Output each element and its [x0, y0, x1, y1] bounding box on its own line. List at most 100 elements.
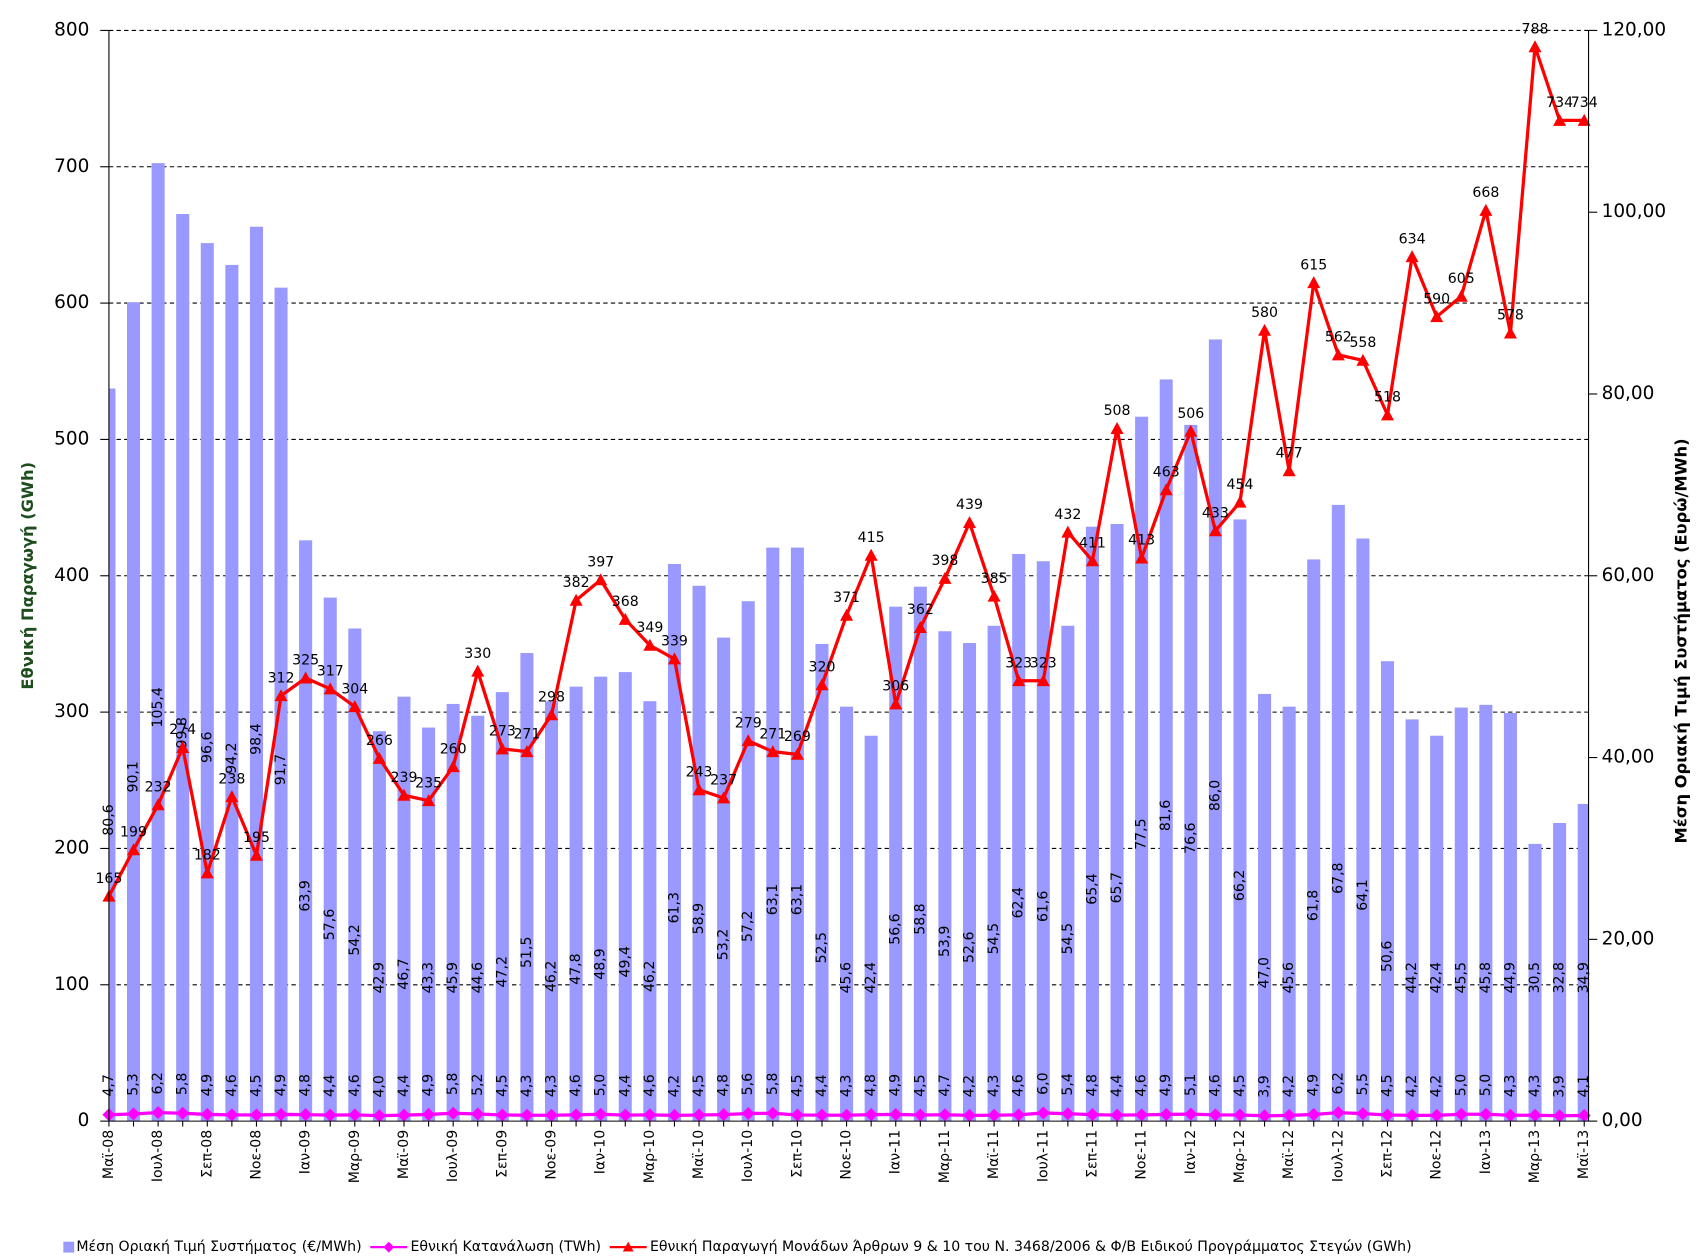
x-tick-label: Νοε-09 — [544, 1130, 560, 1180]
marker — [200, 866, 214, 879]
bar — [790, 547, 804, 1122]
point-value-label: 4,8 — [1084, 1074, 1100, 1096]
bar-value-label: 54,2 — [347, 924, 363, 955]
point-value-label: 5,5 — [1355, 1073, 1371, 1095]
point-value-label: 269 — [784, 729, 811, 745]
bar-value-label: 61,6 — [1035, 891, 1051, 922]
point-value-label: 4,6 — [1134, 1074, 1150, 1096]
point-value-label: 4,3 — [986, 1075, 1002, 1097]
bar — [864, 735, 878, 1122]
marker — [1159, 483, 1173, 496]
point-value-label: 4,3 — [1527, 1075, 1543, 1097]
marker — [1479, 203, 1493, 216]
point-value-label: 312 — [268, 670, 295, 686]
point-value-label: 432 — [1054, 507, 1081, 523]
bar — [569, 686, 583, 1122]
bar-value-label: 45,9 — [445, 962, 461, 993]
marker — [643, 638, 657, 651]
marker — [741, 1106, 755, 1121]
bar-value-label: 81,6 — [1158, 800, 1174, 831]
point-value-label: 4,6 — [347, 1074, 363, 1096]
point-value-label: 5,3 — [126, 1073, 142, 1095]
bar-value-label: 58,9 — [691, 903, 707, 934]
point-value-label: 4,5 — [494, 1074, 510, 1096]
marker — [225, 1108, 239, 1122]
point-value-label: 4,8 — [863, 1074, 879, 1096]
marker — [1184, 424, 1198, 437]
point-value-label: 4,0 — [371, 1075, 387, 1097]
x-tick-label: Ιουλ-09 — [445, 1130, 461, 1182]
point-value-label: 518 — [1374, 390, 1401, 406]
marker — [1380, 408, 1395, 421]
bar — [471, 715, 485, 1122]
marker — [274, 1107, 288, 1121]
point-value-label: 4,6 — [568, 1074, 584, 1096]
marker — [962, 516, 977, 529]
bar-value-label: 42,4 — [863, 962, 879, 993]
marker — [1036, 674, 1050, 687]
point-value-label: 235 — [415, 775, 442, 791]
marker — [348, 700, 362, 713]
y-tick-label: 400 — [54, 565, 89, 586]
y-tick-label: 600 — [54, 292, 89, 313]
point-value-label: 5,4 — [1060, 1073, 1076, 1095]
marker — [1184, 1107, 1198, 1121]
bar — [249, 226, 263, 1122]
marker — [889, 697, 903, 710]
bar-value-label: 63,1 — [765, 884, 781, 915]
marker — [790, 747, 804, 760]
point-value-label: 4,9 — [199, 1074, 215, 1096]
bar-value-label: 61,8 — [1306, 890, 1322, 921]
point-value-label: 339 — [661, 634, 688, 650]
bar — [1135, 416, 1149, 1122]
bar-value-label: 30,5 — [1527, 962, 1543, 993]
bar — [766, 547, 780, 1122]
marker — [1331, 348, 1345, 361]
marker — [1282, 464, 1296, 477]
bar — [1479, 704, 1493, 1122]
legend-swatch — [63, 1241, 75, 1253]
bar-value-label: 94,2 — [224, 742, 240, 773]
marker — [1085, 554, 1099, 567]
y-axis-title: Εθνική Παραγωγή (GWh) — [18, 462, 37, 690]
marker — [1307, 276, 1321, 289]
legend-label: Εθνική Παραγωγή Μονάδων Άρθρων 9 & 10 το… — [650, 1239, 1412, 1255]
point-value-label: 4,3 — [839, 1075, 855, 1097]
point-value-label: 5,0 — [1478, 1074, 1494, 1096]
bar — [889, 606, 903, 1122]
bar-value-label: 61,3 — [666, 892, 682, 923]
point-value-label: 580 — [1251, 305, 1278, 321]
point-value-label: 306 — [882, 679, 909, 695]
point-value-label: 371 — [833, 590, 860, 606]
x-tick-label: Μαρ-09 — [347, 1130, 363, 1183]
point-value-label: 6,2 — [1330, 1072, 1346, 1094]
point-value-label: 398 — [931, 553, 958, 569]
bar — [372, 731, 386, 1122]
point-value-label: 734 — [1571, 95, 1598, 111]
bar — [618, 672, 632, 1122]
bar — [643, 701, 657, 1122]
point-value-label: 266 — [366, 733, 393, 749]
point-value-label: 4,9 — [1306, 1074, 1322, 1096]
bar — [348, 628, 362, 1122]
point-value-label: 199 — [120, 824, 147, 840]
marker — [1061, 525, 1075, 538]
point-value-label: 4,2 — [962, 1075, 978, 1097]
y2-tick-label: 60,00 — [1602, 565, 1655, 586]
bar-value-label: 45,8 — [1478, 962, 1494, 993]
marker — [864, 548, 878, 561]
marker — [299, 1108, 313, 1122]
point-value-label: 4,2 — [1404, 1075, 1420, 1097]
bar-value-label: 46,2 — [642, 961, 658, 992]
point-value-label: 232 — [145, 779, 172, 795]
point-value-label: 325 — [292, 653, 319, 669]
bar-value-label: 48,9 — [593, 948, 609, 979]
bar-value-label: 65,4 — [1084, 873, 1100, 904]
bar — [176, 214, 190, 1122]
bar — [446, 703, 460, 1122]
point-value-label: 4,4 — [1109, 1075, 1125, 1097]
x-tick-label: Νοε-11 — [1134, 1130, 1150, 1180]
point-value-label: 506 — [1177, 406, 1204, 422]
marker — [422, 1107, 436, 1121]
marker — [176, 741, 190, 753]
